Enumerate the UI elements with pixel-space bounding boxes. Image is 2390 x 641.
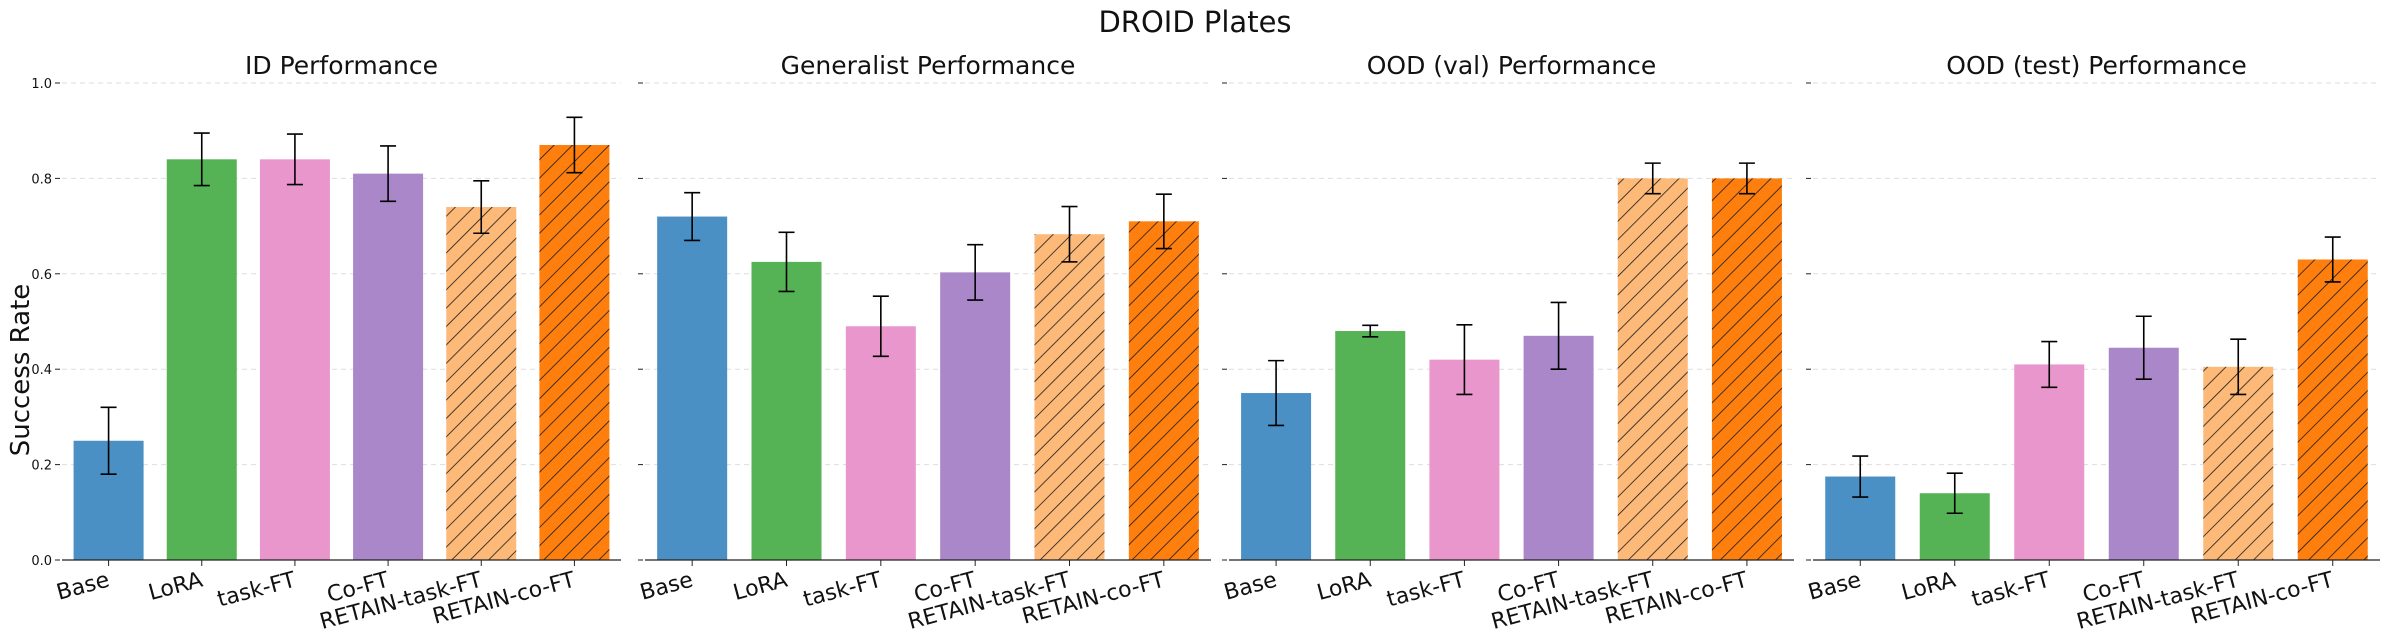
y-tick-label: 0.4 [31,363,52,378]
x-tick-label: task-FT [1384,568,1468,613]
bar [845,326,916,560]
y-tick-label: 0.0 [31,554,52,569]
x-tick-label: task-FT [215,568,299,613]
bar-hatch [1034,234,1105,561]
panel-title: ID Performance [245,51,438,80]
bar [1335,331,1406,560]
bar [259,159,330,560]
bar [751,261,822,560]
bar-hatch [2297,259,2368,560]
bar-hatch [1617,178,1688,560]
y-axis-label: Success Rate [6,284,36,457]
x-tick-label: LoRA [146,568,205,606]
x-tick-label: Base [1221,568,1279,606]
chart-panels: 0.0 0.2 0.4 0.6 0.8 1.0 ID Performance Base LoRA… [31,51,2380,635]
x-tick-label: Base [637,568,695,606]
bar-hatch [1711,178,1782,560]
x-tick-label: LoRA [1899,568,1958,606]
panel-title: OOD (test) Performance [1946,51,2246,80]
x-tick-label: Base [54,568,112,606]
bar-hatch [2203,366,2274,560]
bar [940,272,1011,560]
figure-title: DROID Plates [1098,5,1291,39]
panel-title: Generalist Performance [781,51,1076,80]
bar-hatch [1128,221,1199,560]
y-tick-label: 1.0 [31,77,52,92]
bar [2108,347,2179,560]
chart-panel-1: 0.0 0.2 0.4 0.6 0.8 1.0 ID Performance Base LoRA… [31,51,621,635]
panel-title: OOD (val) Performance [1367,51,1657,80]
x-tick-label: LoRA [731,568,790,606]
y-tick-label: 0.6 [31,268,52,283]
bar [657,216,728,560]
bar-hatch [539,145,610,560]
x-tick-label: LoRA [1314,568,1373,606]
x-tick-label: Base [1806,568,1864,606]
bar [2014,364,2085,560]
x-tick-label: task-FT [801,568,885,613]
bar [166,159,237,560]
y-tick-label: 0.8 [31,172,52,187]
bar-hatch [446,207,517,560]
bar [1523,335,1594,560]
bar [353,173,424,560]
x-tick-label: task-FT [1969,568,2053,613]
y-tick-label: 0.2 [31,459,52,474]
